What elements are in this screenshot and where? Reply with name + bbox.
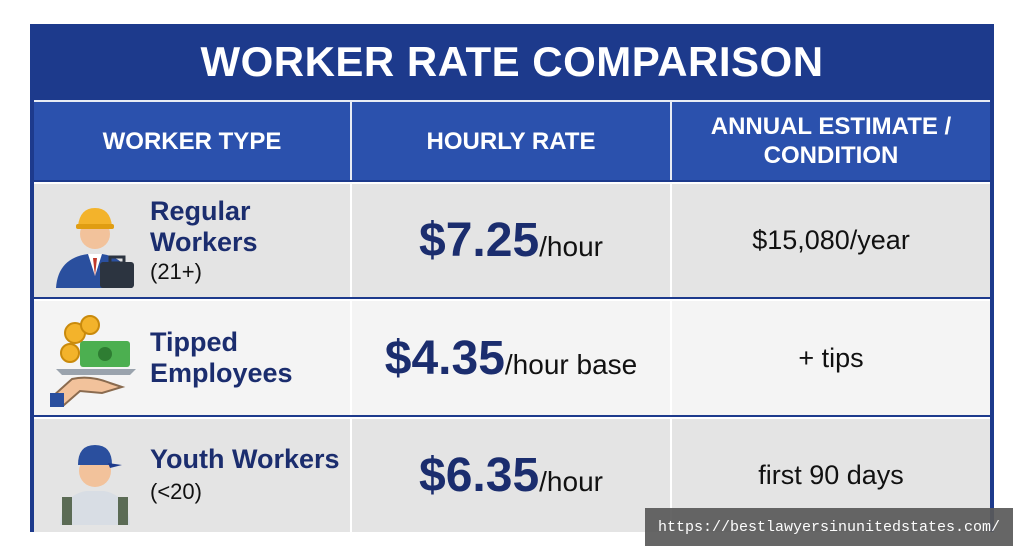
rate-unit: /hour bbox=[539, 466, 603, 497]
rate-amount: $7.25 bbox=[419, 214, 540, 267]
rate-unit: /hour bbox=[539, 231, 603, 262]
rate-cell: $6.35/hour bbox=[352, 417, 672, 532]
rate-unit: /hour base bbox=[504, 348, 638, 380]
header-cell: ANNUAL ESTIMATE / CONDITION bbox=[672, 100, 990, 180]
type-name: Youth Workers bbox=[150, 444, 340, 474]
type-cell: Youth Workers (<20) bbox=[34, 417, 352, 532]
type-qualifier: (<20) bbox=[150, 479, 202, 504]
rate-amount: $4.35 bbox=[384, 331, 505, 385]
worker-type: Youth Workers (<20) bbox=[150, 444, 340, 507]
annual-cell: + tips bbox=[672, 299, 990, 415]
type-name: Regular Workers bbox=[150, 195, 258, 257]
title: WORKER RATE COMPARISON bbox=[200, 38, 824, 85]
type-cell: Regular Workers (21+) bbox=[34, 182, 352, 297]
rate: $6.35/hour bbox=[419, 448, 603, 503]
table-frame: WORKER RATE COMPARISON WORKER TYPE HOURL… bbox=[30, 24, 994, 532]
worker-type: Tipped Employees bbox=[150, 327, 340, 389]
type-name: Tipped Employees bbox=[150, 327, 293, 388]
worker-type: Regular Workers (21+) bbox=[150, 196, 340, 286]
tip-icon bbox=[50, 315, 136, 407]
rate-amount: $6.35 bbox=[419, 449, 540, 502]
rate: $7.25/hour bbox=[419, 213, 603, 268]
rate: $4.35/hour base bbox=[385, 331, 637, 386]
annual-cell: $15,080/year bbox=[672, 182, 990, 297]
type-qualifier: (21+) bbox=[150, 258, 202, 284]
type-cell: Tipped Employees bbox=[34, 299, 352, 415]
rate-cell: $7.25/hour bbox=[352, 182, 672, 297]
rate-cell: $4.35/hour base bbox=[352, 299, 672, 415]
header-cell: HOURLY RATE bbox=[352, 100, 672, 180]
worker-icon bbox=[56, 208, 134, 288]
watermark: https://bestlawyersinunitedstates.com/ bbox=[645, 508, 1013, 546]
youth-icon bbox=[60, 445, 130, 525]
header-cell: WORKER TYPE bbox=[34, 100, 352, 180]
